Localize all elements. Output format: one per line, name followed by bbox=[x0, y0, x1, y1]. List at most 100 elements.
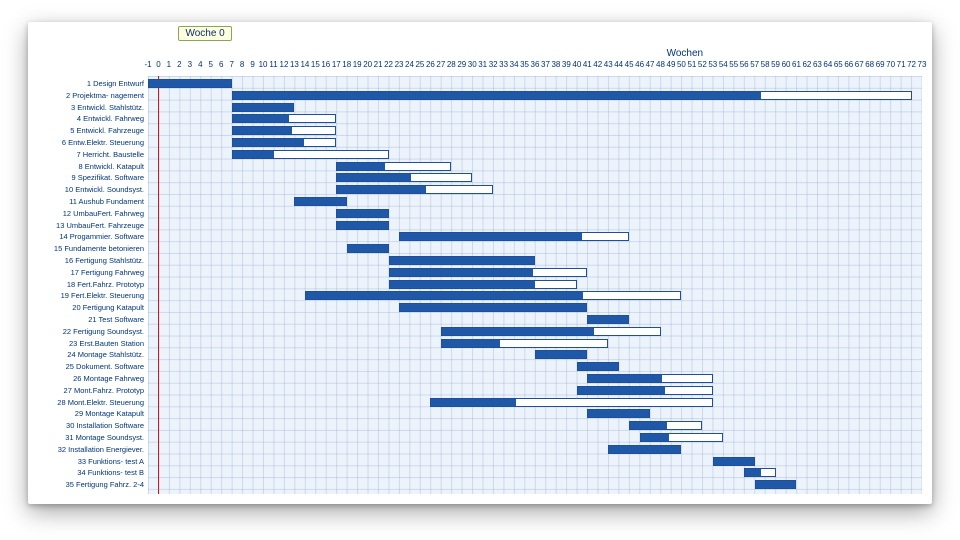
gantt-bar-progress bbox=[630, 422, 667, 429]
gantt-bar[interactable] bbox=[336, 173, 472, 182]
gantt-row: 12 UmbauFert. Fahrweg bbox=[148, 208, 922, 219]
gantt-bar[interactable] bbox=[336, 185, 493, 194]
gantt-row: 27 Mont.Fahrz. Prototyp bbox=[148, 385, 922, 396]
gantt-bar[interactable] bbox=[232, 138, 337, 147]
axis-tick: 67 bbox=[855, 60, 864, 69]
gantt-bar[interactable] bbox=[294, 197, 346, 206]
gantt-bar-progress bbox=[588, 375, 662, 382]
axis-tick: 17 bbox=[332, 60, 341, 69]
gantt-row: 15 Fundamente betonieren bbox=[148, 243, 922, 254]
gantt-bar[interactable] bbox=[577, 386, 713, 395]
gantt-bar[interactable] bbox=[640, 433, 724, 442]
axis-tick: 20 bbox=[363, 60, 372, 69]
gantt-bar[interactable] bbox=[232, 150, 389, 159]
gantt-row: 22 Fertigung Soundsyst. bbox=[148, 326, 922, 337]
axis-tick: 61 bbox=[792, 60, 801, 69]
axis-tick: 39 bbox=[562, 60, 571, 69]
axis-tick: 30 bbox=[468, 60, 477, 69]
gantt-bar[interactable] bbox=[608, 445, 681, 454]
axis-tick: 23 bbox=[395, 60, 404, 69]
axis-tick: 57 bbox=[750, 60, 759, 69]
gantt-row: 23 Erst.Bauten Station bbox=[148, 338, 922, 349]
gantt-bar[interactable] bbox=[336, 221, 388, 230]
gantt-row: 34 Funktions- test B bbox=[148, 467, 922, 478]
axis-tick: 7 bbox=[229, 60, 233, 69]
gantt-bar[interactable] bbox=[441, 327, 661, 336]
gantt-row-label: 7 Herricht. Baustelle bbox=[76, 149, 144, 160]
gantt-bar-progress bbox=[588, 410, 649, 417]
axis-tick: 52 bbox=[698, 60, 707, 69]
gantt-row: 25 Dokument. Software bbox=[148, 361, 922, 372]
axis-tick: 36 bbox=[531, 60, 540, 69]
gantt-bar[interactable] bbox=[399, 303, 587, 312]
axis-tick: 62 bbox=[802, 60, 811, 69]
gantt-bar[interactable] bbox=[713, 457, 755, 466]
axis-tick: 53 bbox=[708, 60, 717, 69]
gantt-row: 21 Test Software bbox=[148, 314, 922, 325]
gantt-bar-progress bbox=[337, 163, 384, 170]
gantt-row: 20 Fertigung Katapult bbox=[148, 302, 922, 313]
gantt-bar[interactable] bbox=[232, 126, 337, 135]
axis-tick: 31 bbox=[478, 60, 487, 69]
axis-tick: 47 bbox=[646, 60, 655, 69]
gantt-bar[interactable] bbox=[755, 480, 797, 489]
axis-tick: 66 bbox=[844, 60, 853, 69]
gantt-bar[interactable] bbox=[535, 350, 587, 359]
gantt-row-label: 4 Entwickl. Fahrweg bbox=[77, 113, 144, 124]
gantt-bar-progress bbox=[337, 222, 387, 229]
gantt-row-label: 21 Test Software bbox=[88, 314, 144, 325]
gantt-bar[interactable] bbox=[587, 409, 650, 418]
gantt-bar[interactable] bbox=[389, 280, 577, 289]
gantt-bar-progress bbox=[442, 340, 500, 347]
gantt-bar[interactable] bbox=[389, 256, 535, 265]
gantt-bar[interactable] bbox=[587, 315, 629, 324]
axis-tick: 22 bbox=[384, 60, 393, 69]
axis-tick: 33 bbox=[499, 60, 508, 69]
gantt-bar[interactable] bbox=[232, 103, 295, 112]
gantt-bar[interactable] bbox=[232, 114, 337, 123]
gantt-bar[interactable] bbox=[577, 362, 619, 371]
gantt-row-label: 20 Fertigung Katapult bbox=[72, 302, 144, 313]
gantt-bar-progress bbox=[756, 481, 796, 488]
gantt-bar[interactable] bbox=[744, 468, 775, 477]
gantt-row: 32 Installation Energiever. bbox=[148, 444, 922, 455]
axis-tick: 43 bbox=[604, 60, 613, 69]
gantt-bar-progress bbox=[431, 399, 515, 406]
gantt-bar[interactable] bbox=[389, 268, 588, 277]
gantt-row: 10 Entwickl. Soundsyst. bbox=[148, 184, 922, 195]
axis-tick: 13 bbox=[290, 60, 299, 69]
axis-tick: 6 bbox=[219, 60, 223, 69]
axis-tick: 25 bbox=[415, 60, 424, 69]
axis-tick-row: -101234567891011121314151617181920212223… bbox=[148, 60, 922, 74]
axis-tick: 38 bbox=[551, 60, 560, 69]
axis-tick: 40 bbox=[572, 60, 581, 69]
gantt-bar[interactable] bbox=[587, 374, 713, 383]
gantt-bar[interactable] bbox=[232, 91, 912, 100]
gantt-bar[interactable] bbox=[399, 232, 629, 241]
gantt-bar-progress bbox=[337, 186, 425, 193]
gantt-bar[interactable] bbox=[336, 162, 451, 171]
gantt-bar[interactable] bbox=[430, 398, 712, 407]
gantt-bar[interactable] bbox=[629, 421, 702, 430]
chart-area: 1 Design Entwurf2 Projektma- nagement3 E… bbox=[148, 76, 922, 494]
axis-tick: 49 bbox=[667, 60, 676, 69]
gantt-bar[interactable] bbox=[336, 209, 388, 218]
axis-tick: 24 bbox=[405, 60, 414, 69]
axis-tick: 50 bbox=[677, 60, 686, 69]
gantt-row: 5 Entwickl. Fahrzeuge bbox=[148, 125, 922, 136]
axis-tick: 14 bbox=[300, 60, 309, 69]
axis-tick: 15 bbox=[311, 60, 320, 69]
gantt-row-label: 9 Spezifikat. Software bbox=[71, 172, 144, 183]
gantt-row: 14 Progammier. Software bbox=[148, 231, 922, 242]
gantt-card: Woche 0 Wochen -101234567891011121314151… bbox=[28, 22, 932, 504]
gantt-bar[interactable] bbox=[148, 79, 232, 88]
axis-tick: 64 bbox=[823, 60, 832, 69]
gantt-row-label: 27 Mont.Fahrz. Prototyp bbox=[64, 385, 144, 396]
gantt-bar-progress bbox=[390, 281, 535, 288]
axis-tick: 65 bbox=[834, 60, 843, 69]
gantt-bar[interactable] bbox=[441, 339, 608, 348]
axis-tick: 32 bbox=[489, 60, 498, 69]
gantt-bar[interactable] bbox=[305, 291, 682, 300]
gantt-bar[interactable] bbox=[347, 244, 389, 253]
axis-tick: 48 bbox=[656, 60, 665, 69]
